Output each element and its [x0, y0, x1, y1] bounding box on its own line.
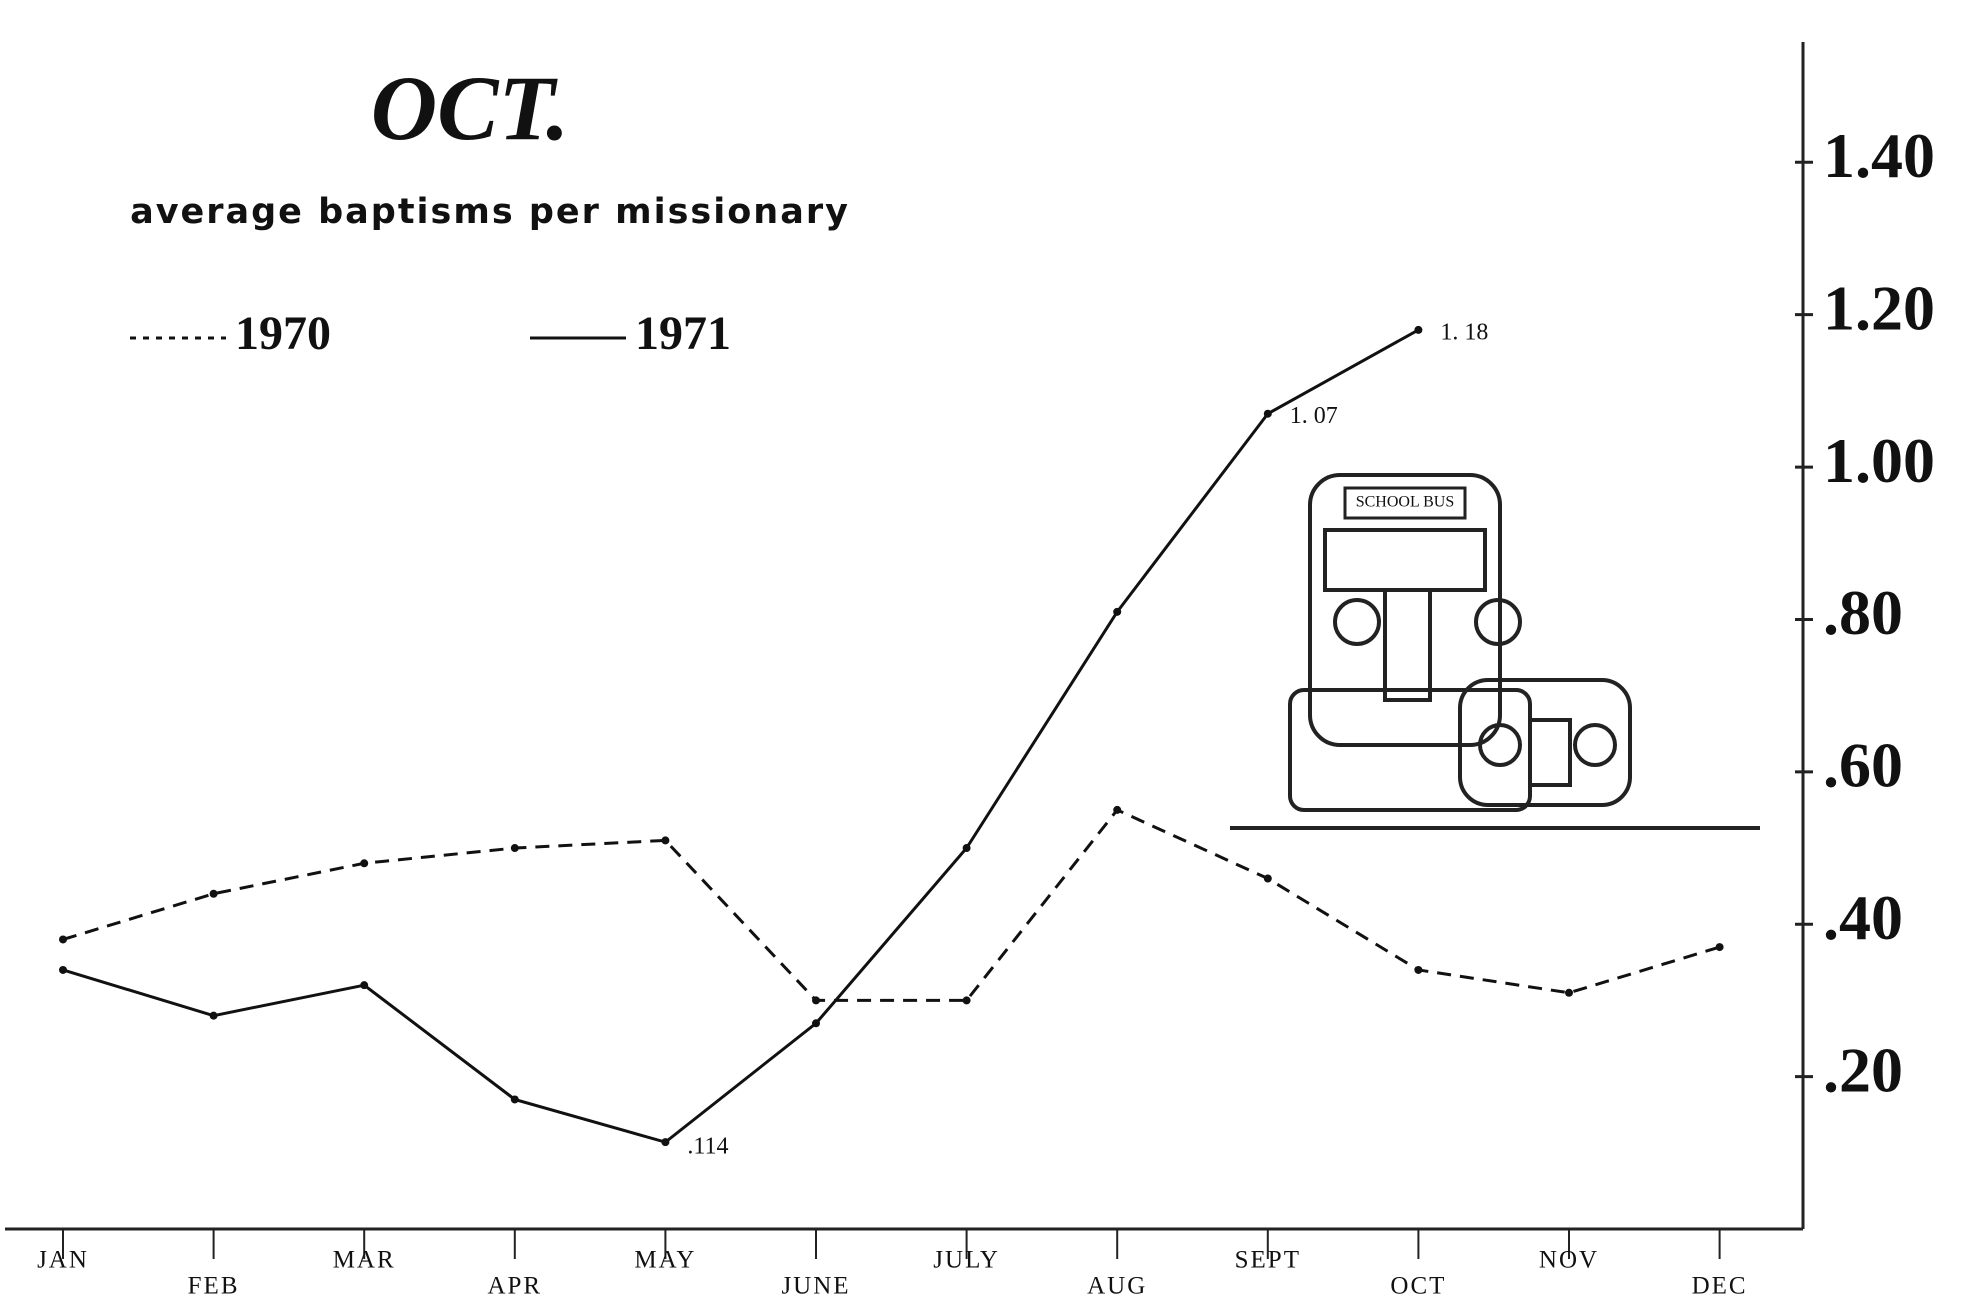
point — [210, 1012, 218, 1020]
point — [661, 1138, 669, 1146]
chart-title: OCT. — [371, 57, 570, 159]
x-tick-label: MAY — [634, 1247, 696, 1274]
line-1971 — [63, 330, 1418, 1142]
point — [1565, 989, 1573, 997]
x-tick-label: SEPT — [1235, 1247, 1301, 1274]
point — [511, 844, 519, 852]
bus-illustration: SCHOOL BUS — [1230, 475, 1760, 828]
point — [812, 1019, 820, 1027]
y-tick-label: .20 — [1823, 1034, 1903, 1105]
legend-label: 1971 — [635, 307, 731, 360]
point — [1113, 608, 1121, 616]
point — [210, 890, 218, 898]
x-tick-label: MAR — [333, 1247, 396, 1274]
point — [59, 935, 67, 943]
point — [59, 966, 67, 974]
line-1970 — [63, 810, 1720, 1000]
chart: OCT. average baptisms per missionary SCH… — [0, 0, 1982, 1306]
value-label: 1. 18 — [1440, 319, 1488, 345]
x-tick-label: JUNE — [781, 1273, 850, 1300]
value-label: 1. 07 — [1290, 403, 1338, 429]
x-tick-label: JAN — [37, 1247, 89, 1274]
y-tick-label: 1.00 — [1823, 425, 1935, 496]
point — [360, 859, 368, 867]
point — [812, 996, 820, 1004]
svg-text:SCHOOL BUS: SCHOOL BUS — [1356, 494, 1455, 511]
point — [963, 996, 971, 1004]
value-label: .114 — [687, 1134, 728, 1160]
point — [963, 844, 971, 852]
y-tick-label: 1.40 — [1823, 120, 1935, 191]
x-tick-label: NOV — [1539, 1247, 1599, 1274]
point — [661, 836, 669, 844]
x-tick-label: AUG — [1087, 1273, 1147, 1300]
x-tick-label: FEB — [188, 1273, 240, 1300]
y-tick-label: .80 — [1823, 577, 1903, 648]
point — [1113, 806, 1121, 814]
x-tick-label: APR — [487, 1273, 542, 1300]
chart-subtitle: average baptisms per missionary — [130, 192, 850, 232]
x-tick-label: JULY — [933, 1247, 1000, 1274]
legend-label: 1970 — [235, 307, 331, 360]
point — [1414, 966, 1422, 974]
x-tick-label: DEC — [1692, 1273, 1748, 1300]
x-tick-label: OCT — [1390, 1273, 1446, 1300]
y-tick-label: .40 — [1823, 882, 1903, 953]
point — [1414, 326, 1422, 334]
point — [1264, 410, 1272, 418]
y-tick-label: 1.20 — [1823, 272, 1935, 343]
y-tick-label: .60 — [1823, 730, 1903, 801]
point — [1264, 875, 1272, 883]
point — [360, 981, 368, 989]
point — [511, 1095, 519, 1103]
point — [1716, 943, 1724, 951]
